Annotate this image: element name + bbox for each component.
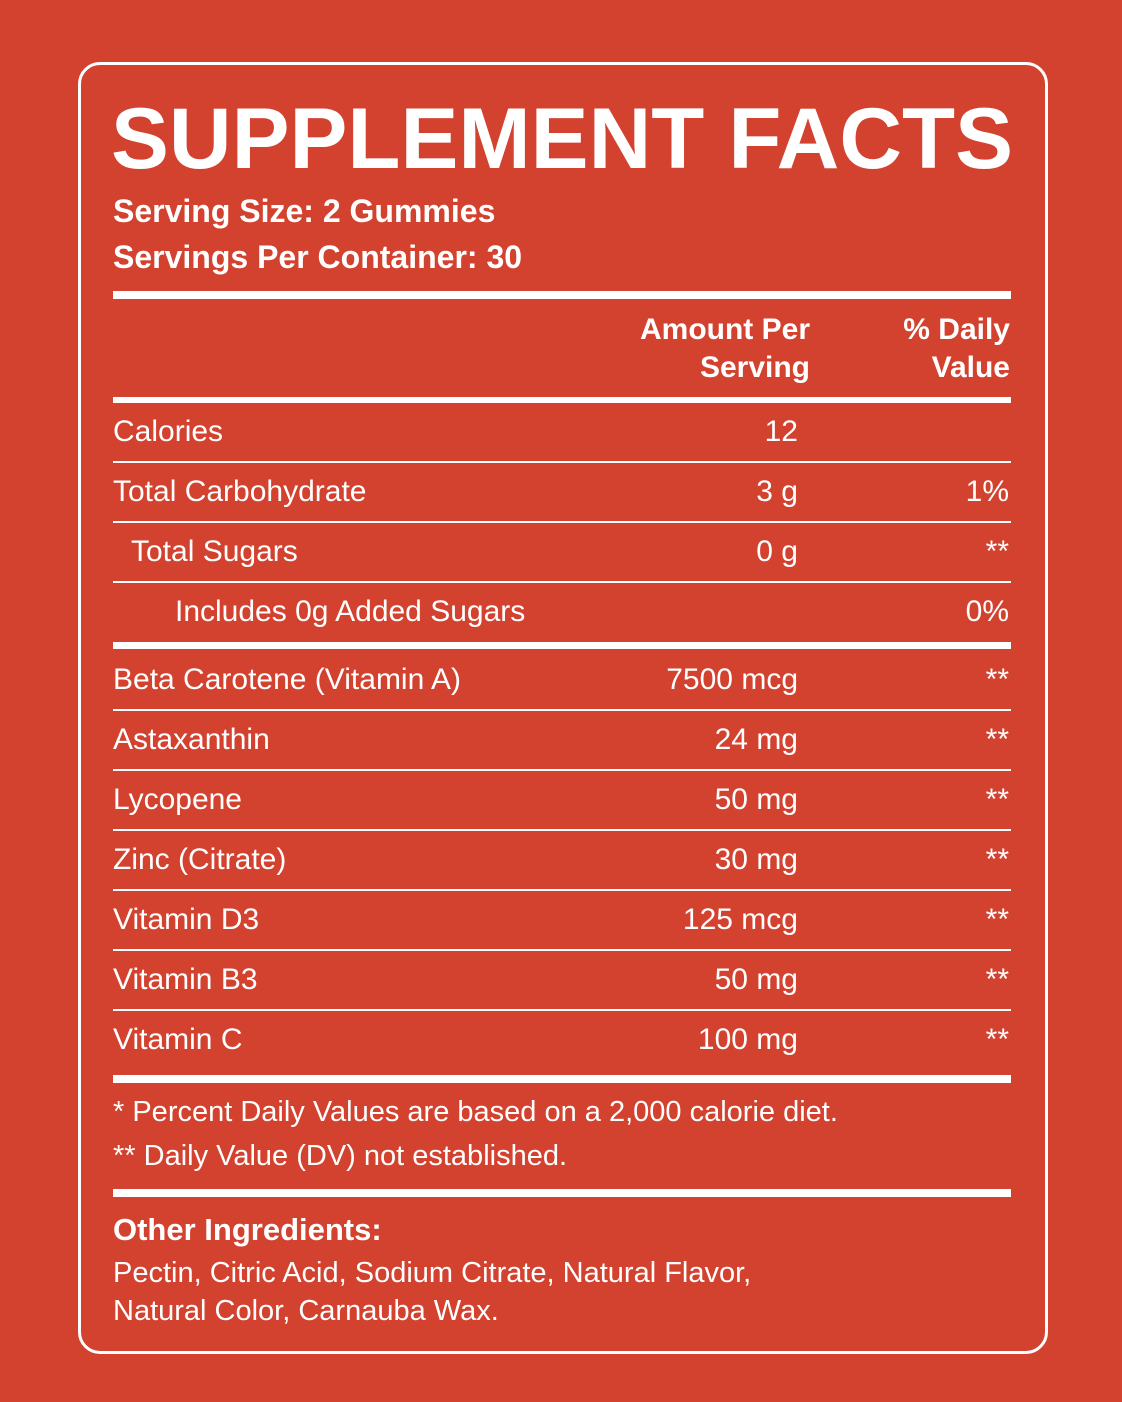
serving-size: Serving Size: 2 Gummies <box>113 193 496 229</box>
servings-per-container: Servings Per Container: 30 <box>113 239 523 275</box>
table-row: Vitamin B3 50 mg ** <box>113 951 1011 1011</box>
table-row: Calories 12 <box>113 403 1011 463</box>
row-name: Lycopene <box>113 783 242 816</box>
row-daily-value: 1% <box>965 475 1009 508</box>
other-ingredients-text: Natural Color, Carnauba Wax. <box>113 1295 499 1327</box>
row-daily-value: ** <box>985 663 1009 696</box>
thick-rule <box>113 1075 1011 1083</box>
row-daily-value: 0% <box>965 595 1009 628</box>
other-ingredients-text: Pectin, Citric Acid, Sodium Citrate, Nat… <box>113 1257 752 1289</box>
row-daily-value: ** <box>985 963 1009 996</box>
footnote: ** Daily Value (DV) not established. <box>113 1140 568 1172</box>
row-amount: 100 mg <box>697 1023 798 1056</box>
thick-rule <box>113 397 1011 403</box>
amount-header: Amount Per Serving <box>639 313 810 384</box>
row-name: Astaxanthin <box>113 723 270 756</box>
thick-rule <box>113 642 1011 649</box>
row-name: Vitamin B3 <box>113 963 258 996</box>
table-row: Zinc (Citrate) 30 mg ** <box>113 831 1011 891</box>
row-name: Vitamin C <box>113 1023 243 1056</box>
thick-rule <box>113 291 1011 299</box>
footnote: * Percent Daily Values are based on a 2,… <box>113 1096 838 1128</box>
row-amount: 3 g <box>756 475 798 508</box>
other-ingredients-title: Other Ingredients: <box>113 1212 382 1247</box>
row-amount: 30 mg <box>714 843 798 876</box>
table-row: Total Sugars 0 g ** <box>113 523 1011 583</box>
row-amount: 50 mg <box>714 783 798 816</box>
row-name: Beta Carotene (Vitamin A) <box>113 663 461 696</box>
row-amount: 7500 mcg <box>666 663 798 696</box>
row-daily-value: ** <box>985 843 1009 876</box>
daily-value-header: % Daily Value <box>903 313 1010 384</box>
row-amount: 50 mg <box>714 963 798 996</box>
row-name: Calories <box>113 415 224 448</box>
table-row: Includes 0g Added Sugars 0% <box>113 583 1011 641</box>
row-amount: 125 mcg <box>682 903 798 936</box>
label-border <box>78 62 1048 1354</box>
row-amount: 12 <box>764 415 798 448</box>
row-amount: 0 g <box>756 535 798 568</box>
row-daily-value: ** <box>985 783 1009 816</box>
table-row: Astaxanthin 24 mg ** <box>113 711 1011 771</box>
row-name: Total Sugars <box>131 535 298 568</box>
row-name: Includes 0g Added Sugars <box>175 595 526 628</box>
table-row: Beta Carotene (Vitamin A) 7500 mcg ** <box>113 651 1011 711</box>
table-row: Total Carbohydrate 3 g 1% <box>113 463 1011 523</box>
row-name: Vitamin D3 <box>113 903 260 936</box>
row-name: Total Carbohydrate <box>113 475 367 508</box>
row-name: Zinc (Citrate) <box>113 843 287 876</box>
table-row: Lycopene 50 mg ** <box>113 771 1011 831</box>
row-daily-value: ** <box>985 723 1009 756</box>
table-row: Vitamin D3 125 mcg ** <box>113 891 1011 951</box>
title: SUPPLEMENT FACTS <box>111 92 1013 182</box>
row-daily-value: ** <box>985 535 1009 568</box>
row-daily-value: ** <box>985 903 1009 936</box>
row-amount: 24 mg <box>714 723 798 756</box>
row-daily-value: ** <box>985 1023 1009 1056</box>
table-row: Vitamin C 100 mg ** <box>113 1011 1011 1069</box>
thick-rule <box>113 1189 1011 1197</box>
title-svg: SUPPLEMENT FACTS <box>111 92 1013 182</box>
